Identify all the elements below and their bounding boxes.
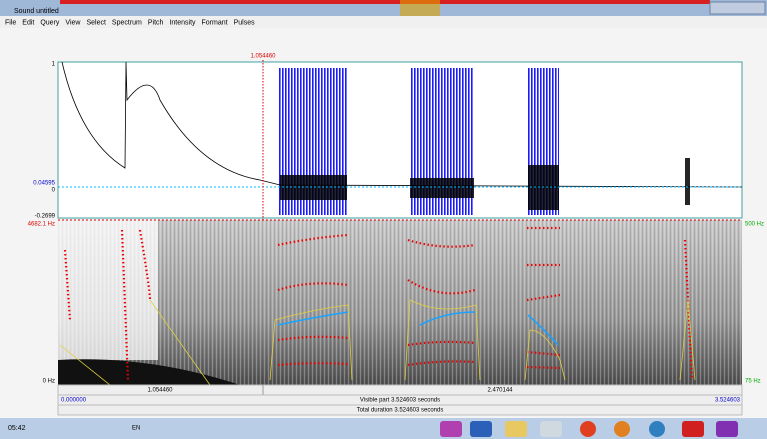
menu-item[interactable]: Spectrum — [112, 19, 142, 26]
waveform-pane — [57, 61, 743, 219]
window-title: Sound untitled — [14, 8, 59, 15]
low-energy — [58, 359, 240, 385]
formants — [63, 226, 694, 381]
app-icon[interactable] — [580, 421, 596, 437]
spectrogram-light — [58, 220, 158, 360]
title-strip — [60, 0, 710, 4]
app-icon[interactable] — [716, 421, 738, 437]
freq-top: 4682.1 Hz — [28, 222, 55, 228]
wave-min: -0.2699 — [35, 214, 56, 220]
app-icon[interactable] — [614, 421, 630, 437]
title-highlight — [400, 0, 440, 16]
total-row[interactable] — [57, 404, 743, 416]
window-buttons[interactable] — [709, 1, 766, 15]
waveform — [61, 61, 743, 188]
freq-bottom: 0 Hz — [43, 379, 55, 385]
app-icon[interactable] — [649, 421, 665, 437]
menu-item[interactable]: Pulses — [234, 19, 256, 26]
menu-item[interactable]: View — [65, 19, 81, 26]
menu-item[interactable]: Query — [40, 19, 60, 26]
pitch-top: 500 Hz — [745, 222, 764, 228]
cursor-time: 1.054460 — [250, 54, 276, 60]
menu-item[interactable]: Pitch — [148, 19, 164, 26]
visible-part: Visible part 3.524603 seconds — [360, 398, 440, 404]
pitch-bottom: 75 Hz — [745, 379, 761, 385]
wave-zero: 0 — [52, 188, 56, 194]
app-icon[interactable] — [540, 421, 562, 437]
spectrogram-texture — [58, 220, 742, 385]
time-cursor-label: 1.054460 — [147, 388, 173, 394]
total-duration: Total duration 3.524603 seconds — [357, 408, 444, 414]
app-icon[interactable] — [505, 421, 527, 437]
menu-item[interactable]: Intensity — [169, 19, 196, 26]
taskbar-icons[interactable] — [440, 421, 738, 437]
menu-bar — [0, 16, 767, 28]
menu-item[interactable]: Formant — [202, 19, 228, 26]
visible-end: 3.524603 — [715, 398, 741, 404]
menu-item[interactable]: Edit — [22, 19, 34, 26]
app-icon[interactable] — [470, 421, 492, 437]
visible-start: 0.000000 — [61, 398, 87, 404]
wave-cursor-value: 0.04595 — [33, 181, 55, 187]
menu-item[interactable]: File — [5, 19, 16, 26]
language: EN — [132, 426, 140, 432]
menu-item[interactable]: Select — [86, 19, 106, 26]
wave-max: 1 — [52, 62, 56, 68]
taskbar — [0, 418, 767, 439]
app-icon[interactable] — [682, 421, 704, 437]
app-icon[interactable] — [440, 421, 462, 437]
intensity — [59, 299, 696, 386]
clock: 05:42 — [8, 425, 26, 432]
time-mark-label: 2.470144 — [487, 388, 513, 394]
pitch-contour — [277, 311, 559, 346]
